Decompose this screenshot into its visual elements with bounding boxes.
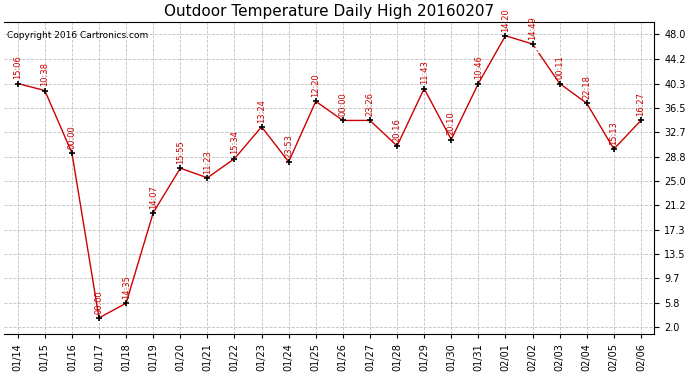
Text: 15:06: 15:06 [13, 56, 22, 80]
Text: 00:00: 00:00 [68, 125, 77, 149]
Text: 23:26: 23:26 [366, 92, 375, 116]
Text: 15:55: 15:55 [176, 140, 185, 164]
Text: 20:16: 20:16 [393, 118, 402, 142]
Text: 23:53: 23:53 [284, 134, 293, 158]
Text: 13:24: 13:24 [257, 99, 266, 123]
Text: 00:00: 00:00 [338, 93, 347, 116]
Text: 20:10: 20:10 [446, 112, 456, 135]
Text: 11:23: 11:23 [203, 150, 212, 174]
Text: 14:20: 14:20 [501, 8, 510, 32]
Text: Copyright 2016 Cartronics.com: Copyright 2016 Cartronics.com [8, 31, 148, 40]
Text: 14:07: 14:07 [149, 185, 158, 209]
Text: 10:46: 10:46 [474, 56, 483, 80]
Text: 12:20: 12:20 [311, 74, 320, 97]
Text: 00:00: 00:00 [95, 290, 103, 314]
Text: 11:43: 11:43 [420, 60, 428, 84]
Text: 15:34: 15:34 [230, 130, 239, 154]
Text: 14:35: 14:35 [121, 275, 130, 299]
Text: 14:49: 14:49 [528, 16, 537, 40]
Text: 00:11: 00:11 [555, 56, 564, 80]
Title: Outdoor Temperature Daily High 20160207: Outdoor Temperature Daily High 20160207 [164, 4, 495, 19]
Text: 10:38: 10:38 [40, 62, 49, 86]
Text: 16:27: 16:27 [636, 92, 645, 116]
Text: 15:13: 15:13 [609, 121, 618, 145]
Text: 22:18: 22:18 [582, 75, 591, 99]
